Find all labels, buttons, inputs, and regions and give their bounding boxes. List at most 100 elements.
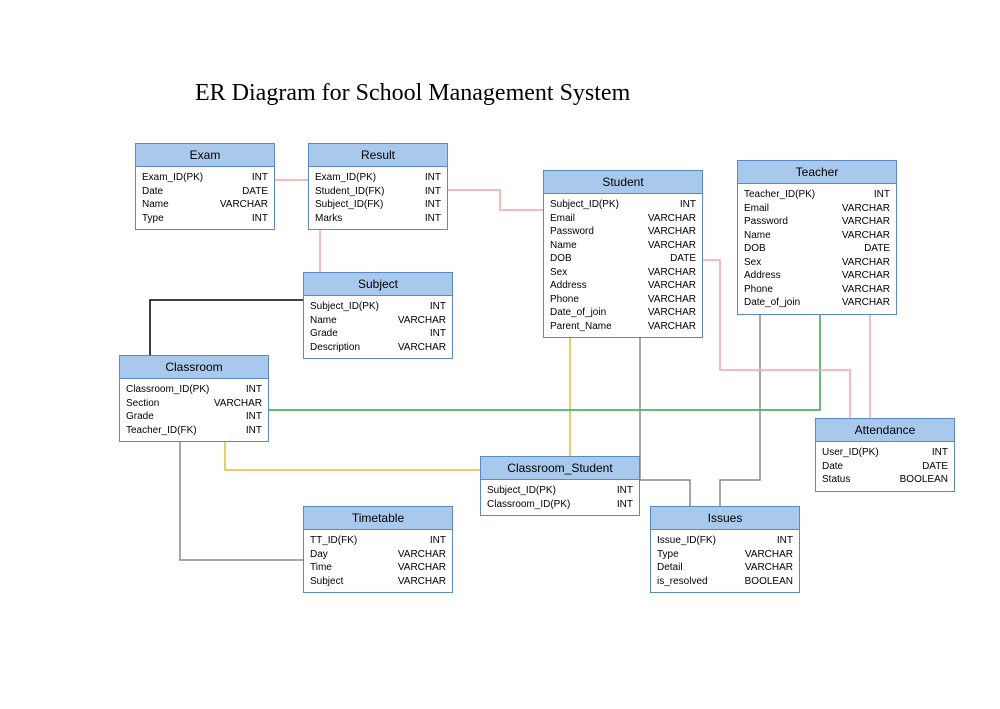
attribute-row: Parent_NameVARCHAR [550, 320, 696, 334]
attribute-row: NameVARCHAR [550, 239, 696, 253]
attribute-name: Grade [310, 327, 338, 341]
attribute-name: Teacher_ID(FK) [126, 424, 197, 438]
entity-header: Classroom_Student [481, 457, 639, 480]
attribute-type: VARCHAR [640, 279, 696, 293]
attribute-name: Sex [550, 266, 567, 280]
attribute-name: DOB [744, 242, 766, 256]
entity-body: Subject_ID(PK)INTEmailVARCHARPasswordVAR… [544, 194, 702, 337]
entity-header: Subject [304, 273, 452, 296]
attribute-name: Classroom_ID(PK) [487, 498, 570, 512]
attribute-name: Parent_Name [550, 320, 612, 334]
edge-classroom-classroom_student [225, 440, 480, 470]
attribute-type: INT [238, 410, 262, 424]
attribute-row: Exam_ID(PK)INT [315, 171, 441, 185]
attribute-name: Sex [744, 256, 761, 270]
edge-result-student [448, 190, 543, 210]
attribute-type: VARCHAR [390, 314, 446, 328]
attribute-name: Address [550, 279, 587, 293]
attribute-type: VARCHAR [834, 269, 890, 283]
edge-subject-classroom [150, 300, 303, 355]
attribute-name: Student_ID(FK) [315, 185, 384, 199]
attribute-row: DOBDATE [550, 252, 696, 266]
entity-header: Classroom [120, 356, 268, 379]
attribute-type: INT [672, 198, 696, 212]
attribute-type: VARCHAR [834, 202, 890, 216]
attribute-type: INT [422, 534, 446, 548]
attribute-row: Date_of_joinVARCHAR [744, 296, 890, 310]
attribute-row: Time VARCHAR [310, 561, 446, 575]
attribute-row: Description VARCHAR [310, 341, 446, 355]
attribute-type: DATE [914, 460, 948, 474]
attribute-row: DateDATE [822, 460, 948, 474]
entity-student: StudentSubject_ID(PK)INTEmailVARCHARPass… [543, 170, 703, 338]
attribute-name: Password [744, 215, 788, 229]
attribute-row: Grade INT [310, 327, 446, 341]
attribute-name: is_resolved [657, 575, 708, 589]
attribute-type: VARCHAR [390, 548, 446, 562]
attribute-row: TT_ID(FK) INT [310, 534, 446, 548]
attribute-type: INT [769, 534, 793, 548]
entity-body: Exam_ID(PK)INTDateDATEName VARCHAR Type INT [136, 167, 274, 229]
attribute-name: Address [744, 269, 781, 283]
entity-subject: SubjectSubject_ID(PK)INTNameVARCHARGrade… [303, 272, 453, 359]
attribute-row: EmailVARCHAR [744, 202, 890, 216]
attribute-row: Exam_ID(PK)INT [142, 171, 268, 185]
entity-body: Subject_ID(PK)INTNameVARCHARGradeINTDesc… [304, 296, 452, 358]
entity-body: Issue_ID(FK)INTTypeVARCHARDetailVARCHARi… [651, 530, 799, 592]
entity-timetable: Timetable TT_ID(FK) INTDayVARCHARTime VARCH… [303, 506, 453, 593]
attribute-row: GradeINT [126, 410, 262, 424]
attribute-type: INT [238, 383, 262, 397]
attribute-row: PhoneVARCHAR [744, 283, 890, 297]
attribute-row: StatusBOOLEAN [822, 473, 948, 487]
attribute-row: DayVARCHAR [310, 548, 446, 562]
attribute-name: Name [744, 229, 771, 243]
entity-header: Timetable [304, 507, 452, 530]
attribute-row: PhoneVARCHAR [550, 293, 696, 307]
attribute-row: Date_of_joinVARCHAR [550, 306, 696, 320]
edge-classroom-timetable [180, 440, 303, 560]
attribute-name: DOB [550, 252, 572, 266]
entity-issues: IssuesIssue_ID(FK)INTTypeVARCHARDetailVA… [650, 506, 800, 593]
attribute-type: VARCHAR [390, 575, 446, 589]
attribute-row: Type INT [142, 212, 268, 226]
attribute-row: Issue_ID(FK)INT [657, 534, 793, 548]
entity-body: TT_ID(FK) INTDayVARCHARTime VARCHAR Subject… [304, 530, 452, 592]
attribute-row: DateDATE [142, 185, 268, 199]
attribute-row: SexVARCHAR [744, 256, 890, 270]
attribute-name: Subject_ID(PK) [550, 198, 619, 212]
attribute-name: Name [142, 198, 169, 212]
attribute-type: VARCHAR [212, 198, 268, 212]
attribute-type: DATE [856, 242, 890, 256]
attribute-type: VARCHAR [640, 266, 696, 280]
attribute-type: VARCHAR [206, 397, 262, 411]
attribute-type: INT [238, 424, 262, 438]
attribute-type: INT [244, 212, 268, 226]
attribute-type: VARCHAR [834, 229, 890, 243]
attribute-type: VARCHAR [737, 548, 793, 562]
entity-header: Teacher [738, 161, 896, 184]
attribute-name: Date [142, 185, 163, 199]
attribute-name: Description [310, 341, 360, 355]
attribute-name: Marks [315, 212, 342, 226]
attribute-name: Subject_ID(FK) [315, 198, 383, 212]
attribute-type: VARCHAR [390, 341, 446, 355]
attribute-row: is_resolvedBOOLEAN [657, 575, 793, 589]
attribute-type: INT [609, 498, 633, 512]
attribute-name: Subject [310, 575, 343, 589]
attribute-type: VARCHAR [640, 293, 696, 307]
attribute-row: NameVARCHAR [310, 314, 446, 328]
attribute-row: Subject_ID(FK)INT [315, 198, 441, 212]
attribute-name: Time [310, 561, 332, 575]
attribute-name: Type [142, 212, 164, 226]
entity-header: Result [309, 144, 447, 167]
attribute-type: VARCHAR [390, 561, 446, 575]
attribute-row: Classroom_ID(PK) INT [487, 498, 633, 512]
attribute-type: INT [422, 327, 446, 341]
attribute-type: INT [924, 446, 948, 460]
attribute-name: TT_ID(FK) [310, 534, 357, 548]
entity-exam: ExamExam_ID(PK)INTDateDATENameVARCHARTyp… [135, 143, 275, 230]
attribute-row: Subject_ID(PK) INT [550, 198, 696, 212]
attribute-name: Classroom_ID(PK) [126, 383, 209, 397]
attribute-type: VARCHAR [640, 306, 696, 320]
attribute-row: Student_ID(FK)INT [315, 185, 441, 199]
